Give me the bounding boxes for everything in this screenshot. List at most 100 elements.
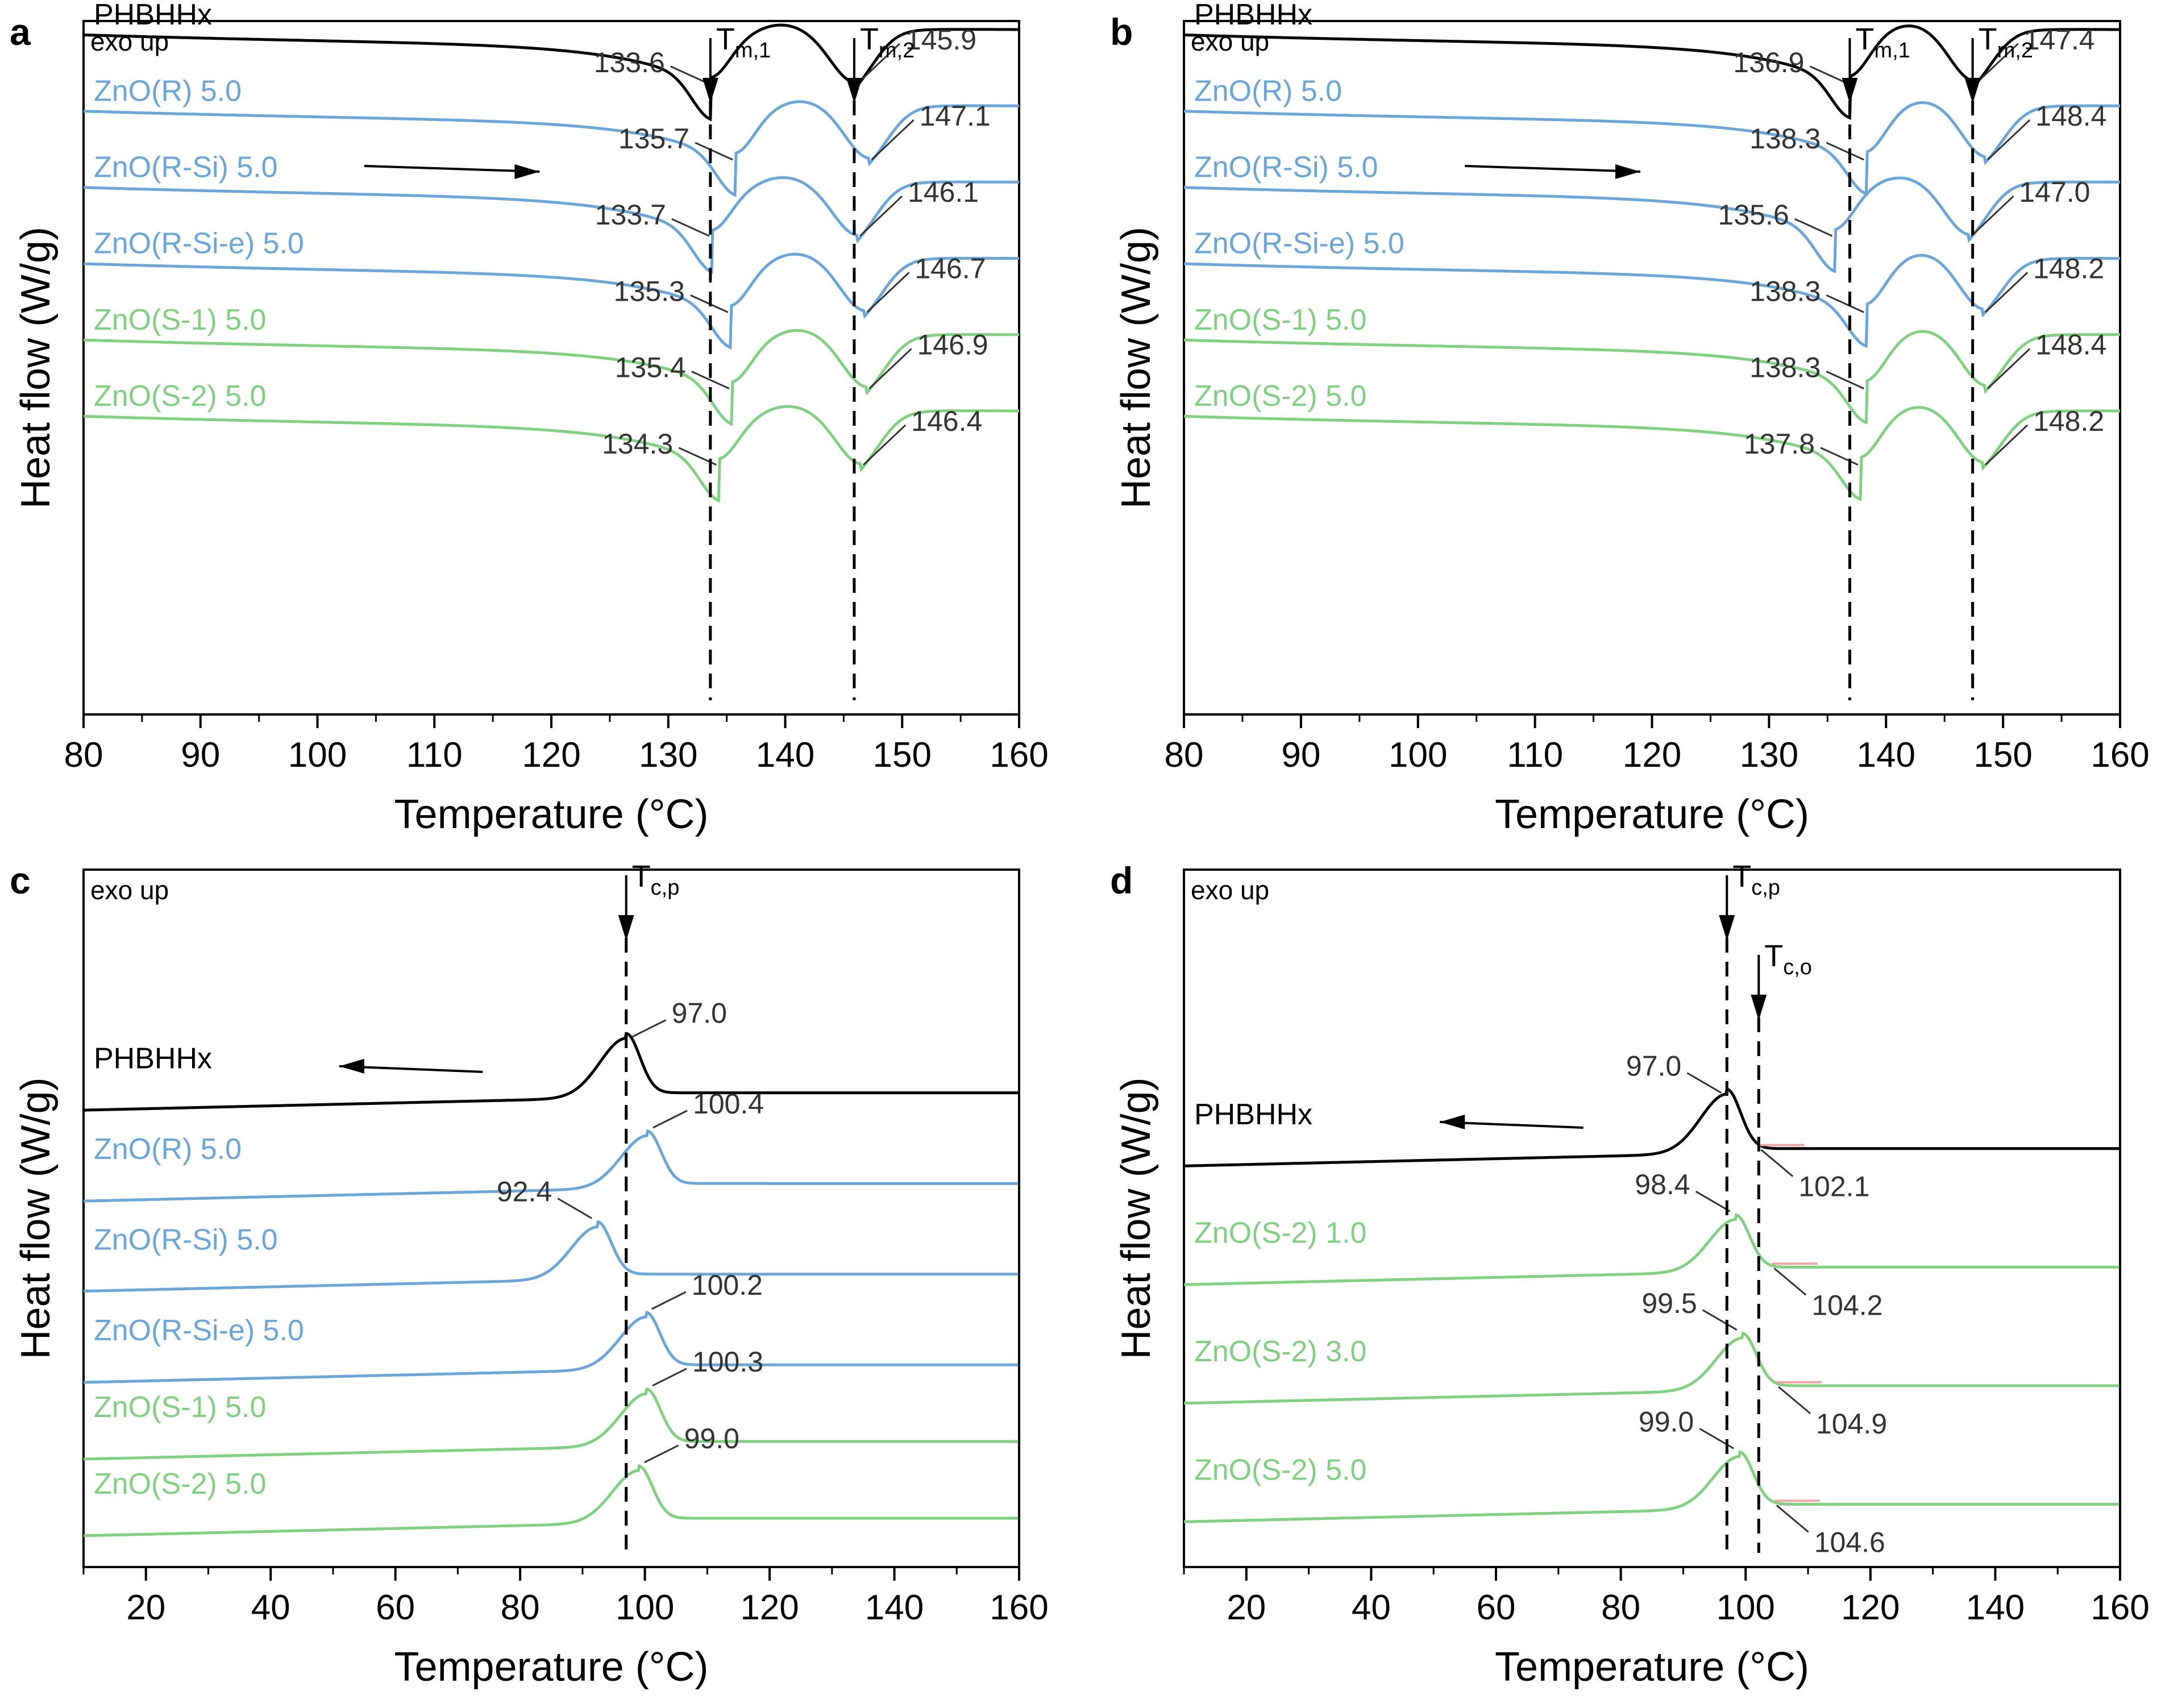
marker-symbol: T — [1979, 22, 1997, 56]
series-line — [1183, 330, 2120, 425]
x-tick-label: 120 — [1841, 1588, 1900, 1627]
peak-label: 135.6 — [1718, 199, 1789, 231]
peak-label: 97.0 — [672, 997, 727, 1029]
peak-leader — [1987, 348, 2031, 389]
x-tick-label: 80 — [501, 1588, 540, 1627]
series-name: ZnO(S-2) 5.0 — [1194, 380, 1366, 413]
x-axis-label: Temperature (°C) — [1495, 1644, 1809, 1690]
direction-arrow-head — [514, 164, 540, 179]
series-line — [84, 1387, 1019, 1461]
marker-label: Tc,p — [1732, 859, 1780, 900]
panel-label: c — [10, 859, 31, 901]
peak-label: 98.4 — [1635, 1169, 1690, 1200]
marker-label: Tc,o — [1764, 939, 1812, 979]
peak-label: 137.8 — [1744, 428, 1815, 460]
marker-arrow-head — [1842, 78, 1858, 103]
series-line — [1183, 101, 2120, 196]
marker-subscript: m,1 — [735, 39, 771, 63]
series-line — [1183, 406, 2120, 501]
y-axis-label: Heat flow (W/g) — [13, 227, 59, 509]
peak-leader — [670, 65, 709, 85]
peak-leader — [1826, 371, 1864, 389]
marker-arrow-head — [1964, 78, 1981, 103]
peak-label: 138.3 — [1749, 352, 1821, 384]
panel-d: d exo up 20 40 60 80 100 120 140 160 Temperature (… — [1110, 859, 2150, 1690]
series-line — [83, 100, 1019, 197]
peak-label: 92.4 — [497, 1176, 552, 1208]
series-name: ZnO(S-1) 5.0 — [94, 304, 266, 336]
x-tick-label: 90 — [1281, 735, 1320, 775]
x-tick-label: 140 — [756, 735, 814, 775]
series-line — [1183, 1087, 2120, 1167]
series-name: ZnO(R-Si) 5.0 — [94, 1224, 278, 1257]
onset-leader — [1773, 1268, 1807, 1296]
marker-subscript: c,p — [1751, 876, 1780, 900]
series-name: ZnO(R-Si-e) 5.0 — [94, 227, 304, 260]
peak-leader — [643, 1444, 679, 1464]
series-line — [1183, 24, 2120, 120]
peak-leader — [868, 348, 912, 389]
peak-label: 99.5 — [1641, 1287, 1697, 1319]
x-tick-label: 150 — [1973, 735, 2032, 775]
x-tick-label: 40 — [251, 1588, 290, 1627]
x-axis-label: Temperature (°C) — [394, 792, 709, 837]
x-tick-label: 80 — [1165, 735, 1204, 775]
peak-leader — [651, 1291, 687, 1310]
x-axis-label: Temperature (°C) — [394, 1644, 709, 1690]
peak-label: 97.0 — [1626, 1050, 1681, 1082]
direction-arrow-shaft — [364, 165, 540, 173]
marker-arrow-head — [618, 915, 634, 941]
series-name: PHBHHx — [1194, 0, 1312, 31]
peak-label: 148.4 — [2035, 329, 2106, 361]
panel-c: c exo up 20 40 60 80 100 120 140 160 Temperature (… — [10, 859, 1049, 1690]
x-tick-label: 100 — [1716, 1588, 1774, 1627]
marker-arrow-head — [846, 78, 862, 103]
marker-subscript: m,2 — [1997, 39, 2033, 63]
onset-label: 102.1 — [1798, 1171, 1869, 1203]
series-line — [84, 1464, 1019, 1537]
series-name: ZnO(R) 5.0 — [94, 1133, 242, 1166]
y-axis-label: Heat flow (W/g) — [1113, 1077, 1159, 1359]
series-line — [1183, 176, 2120, 273]
peak-label: 136.9 — [1733, 47, 1804, 78]
series-name: ZnO(R-Si) 5.0 — [94, 151, 278, 184]
direction-arrow-head — [1615, 164, 1640, 179]
marker-label: Tm,2 — [1979, 22, 2033, 63]
peak-label: 146.1 — [908, 176, 979, 208]
x-tick-label: 100 — [1389, 735, 1447, 775]
x-tick-label: 120 — [522, 735, 580, 775]
series-name: ZnO(S-2) 5.0 — [94, 380, 266, 413]
peak-label: 135.3 — [614, 275, 685, 307]
series-name: ZnO(S-2) 1.0 — [1194, 1216, 1366, 1249]
peak-leader — [1987, 119, 2031, 161]
peak-label: 135.4 — [615, 352, 686, 384]
x-tick-label: 80 — [1601, 1588, 1640, 1627]
panel-label: b — [1110, 11, 1133, 53]
marker-subscript: c,o — [1783, 955, 1812, 979]
peak-leader — [652, 1368, 687, 1387]
direction-arrow-head — [339, 1058, 364, 1074]
peak-leader — [671, 218, 710, 237]
peak-leader — [871, 119, 915, 161]
marker-subscript: m,2 — [879, 39, 915, 63]
peak-leader — [1794, 218, 1833, 237]
peak-leader — [691, 371, 730, 389]
x-tick-label: 60 — [376, 1588, 415, 1627]
series-line — [1184, 1332, 2120, 1405]
onset-label: 104.9 — [1816, 1408, 1887, 1440]
series-line — [1183, 254, 2120, 348]
series-line — [84, 1220, 1019, 1293]
peak-leader — [1686, 1072, 1722, 1094]
peak-label: 148.2 — [2033, 405, 2104, 437]
peak-leader — [1975, 43, 2019, 84]
peak-leader — [1695, 1190, 1731, 1212]
x-tick-label: 80 — [64, 735, 103, 775]
panel-label: d — [1110, 859, 1133, 901]
series-line — [84, 1129, 1019, 1203]
marker-label: Tm,1 — [1855, 22, 1910, 63]
x-tick-label: 120 — [1623, 735, 1681, 775]
marker-arrow-head — [702, 78, 718, 103]
series-name: PHBHHx — [94, 0, 212, 31]
x-tick-label: 120 — [740, 1588, 799, 1627]
